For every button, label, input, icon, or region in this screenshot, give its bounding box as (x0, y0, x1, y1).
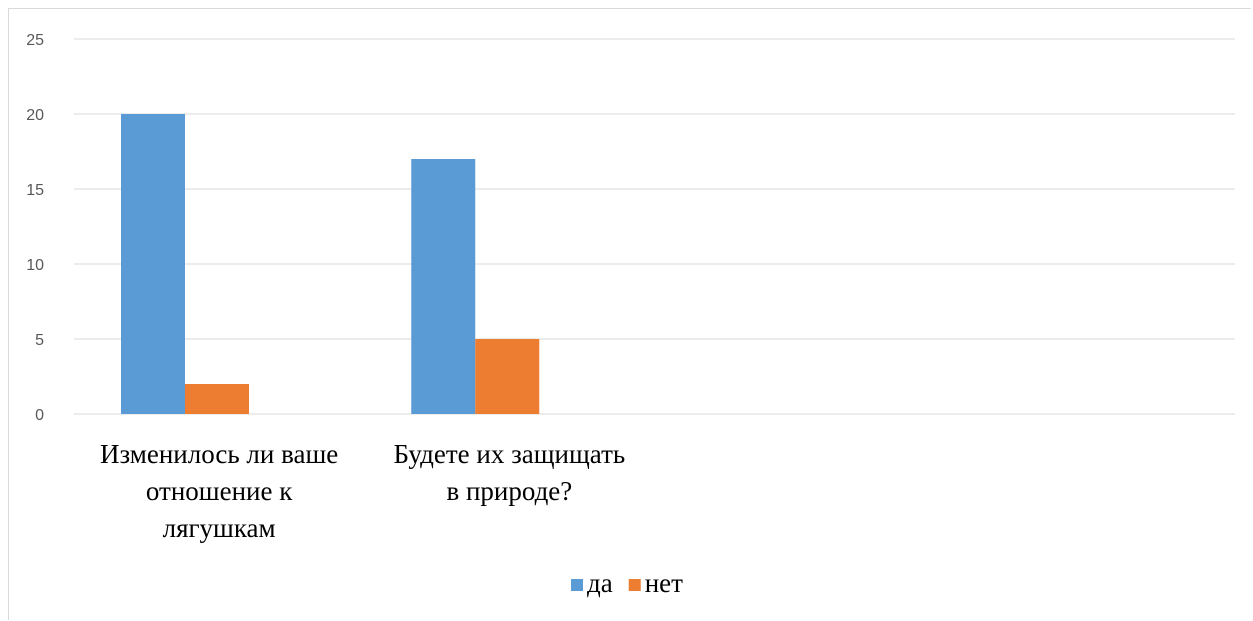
legend-swatch (571, 579, 583, 591)
legend-label: нет (645, 568, 683, 598)
x-axis-categories: Изменилось ли ваше отношение к лягушкам Буд… (100, 439, 625, 543)
legend: да нет (571, 568, 683, 598)
bars (121, 114, 540, 414)
bar-нет (475, 339, 540, 414)
legend-label: да (587, 568, 613, 598)
y-tick-label: 10 (26, 257, 44, 274)
y-axis-ticks: 0 5 10 15 20 25 (26, 32, 44, 424)
bar-да (121, 114, 185, 414)
y-tick-label: 15 (26, 182, 44, 199)
y-tick-label: 25 (26, 32, 44, 49)
gridlines (74, 38, 1235, 415)
category-label: лягушкам (163, 513, 276, 543)
y-tick-label: 20 (26, 107, 44, 124)
chart-frame (8, 8, 1251, 620)
category-label: Изменилось ли ваше (100, 439, 338, 469)
bar-да (411, 159, 476, 414)
category-label: Будете их защищать (394, 439, 626, 469)
y-tick-label: 5 (35, 332, 44, 349)
y-tick-label: 0 (35, 407, 44, 424)
bar-нет (185, 384, 249, 414)
legend-swatch (628, 579, 641, 591)
category-label: отношение к (146, 476, 293, 506)
category-label: в природе? (446, 476, 572, 506)
